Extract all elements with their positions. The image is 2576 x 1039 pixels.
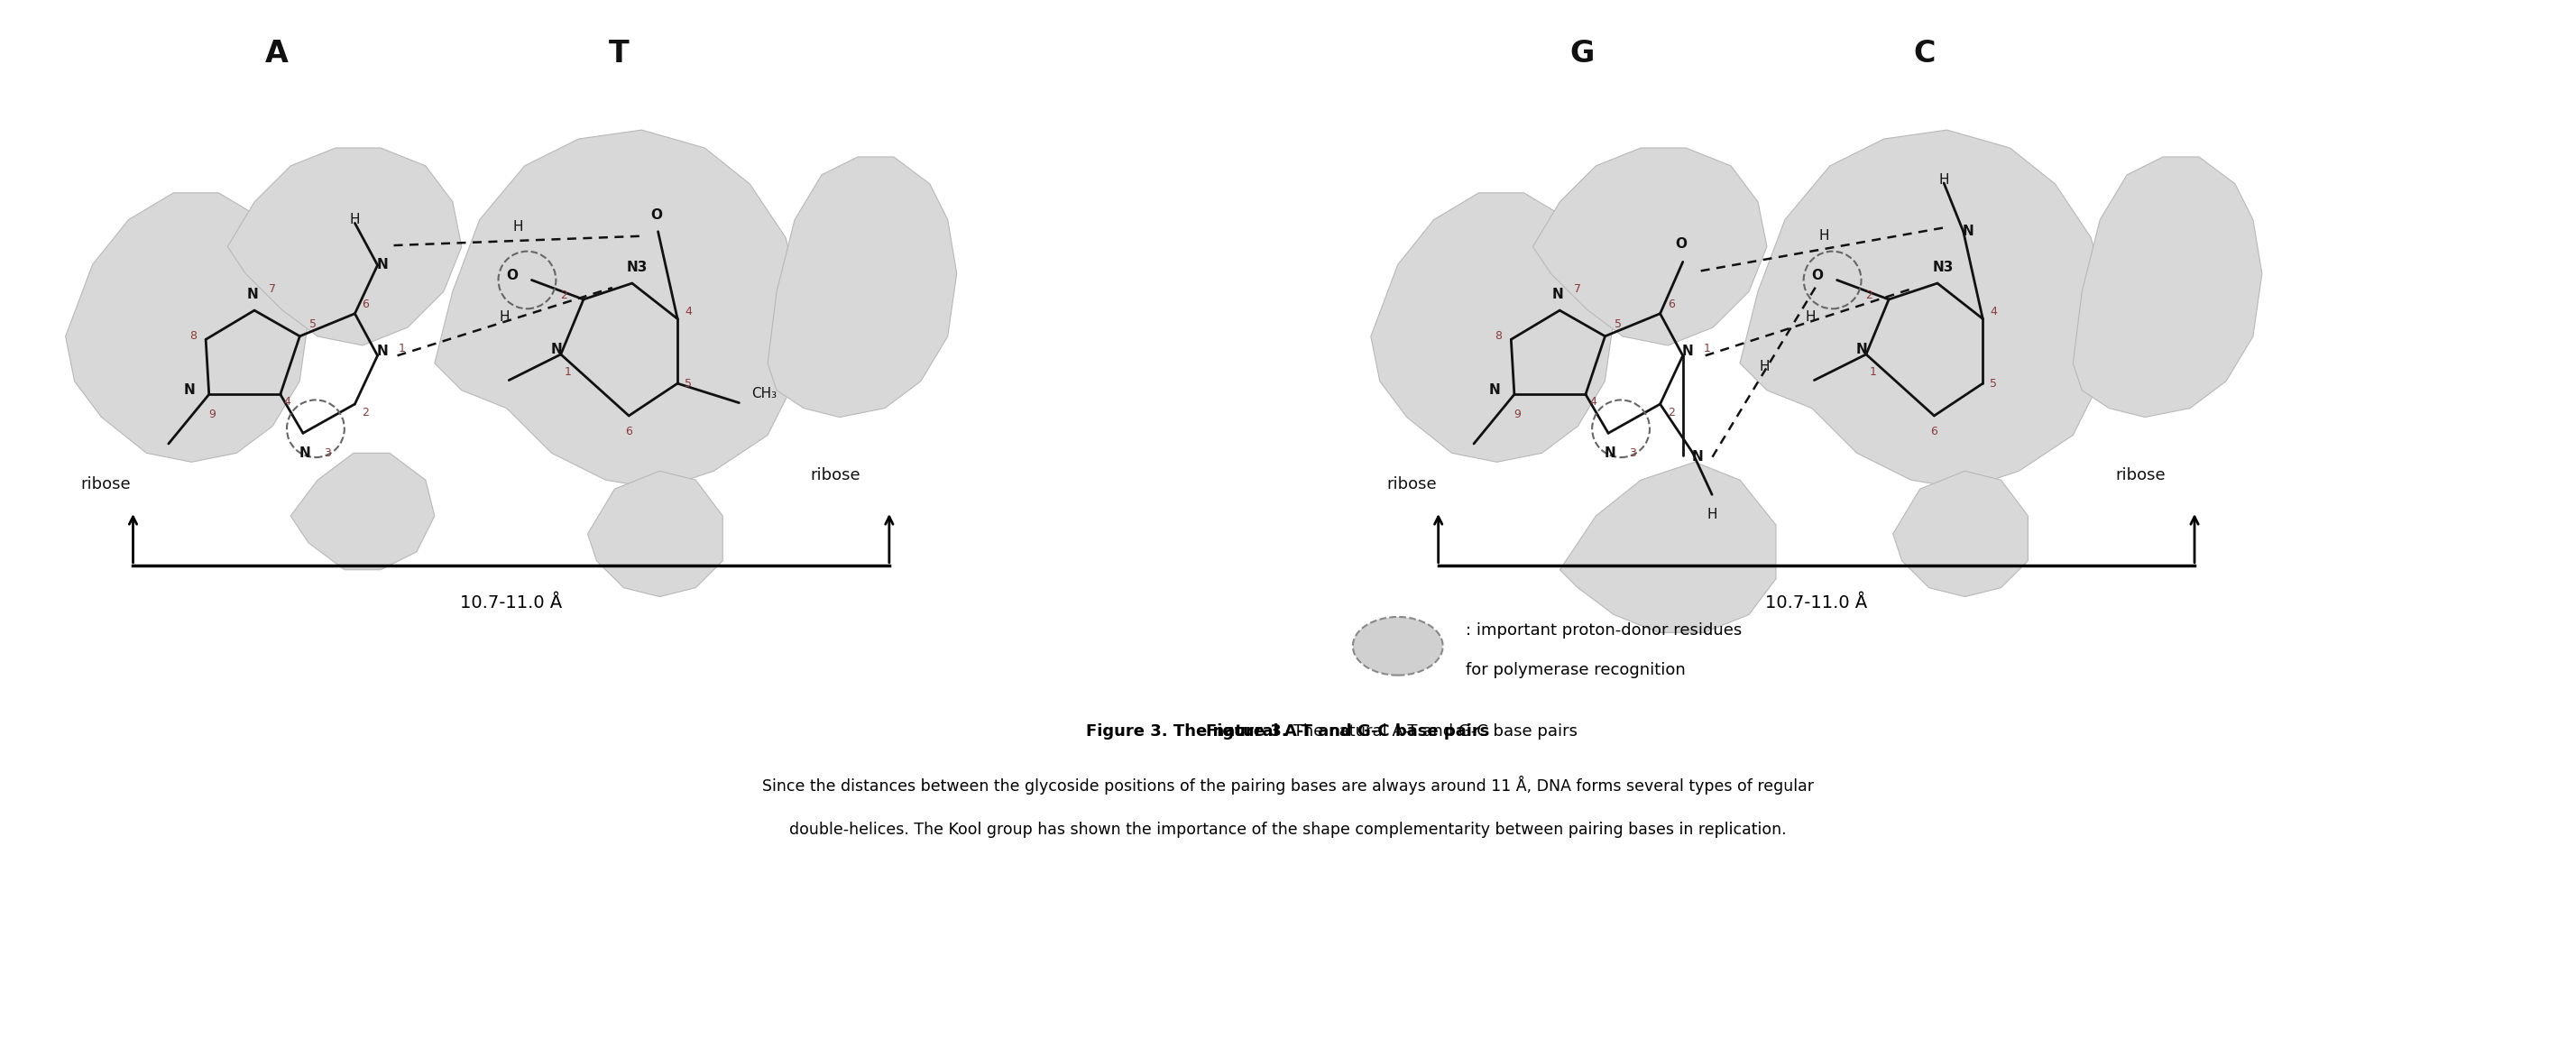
Text: N3: N3 <box>1932 261 1953 274</box>
Text: N: N <box>247 288 258 301</box>
Text: G: G <box>1569 38 1595 69</box>
Text: 5: 5 <box>309 319 317 330</box>
Text: N: N <box>183 383 196 397</box>
Text: N: N <box>1682 344 1692 357</box>
Polygon shape <box>1893 471 2027 596</box>
Text: Figure 3. The natural A-T and G-C base pairs: Figure 3. The natural A-T and G-C base p… <box>1087 723 1489 740</box>
Text: H: H <box>513 220 523 234</box>
Text: 2: 2 <box>363 407 368 419</box>
Text: N: N <box>1553 288 1564 301</box>
Polygon shape <box>1561 462 1775 633</box>
Polygon shape <box>435 130 804 489</box>
Text: 1: 1 <box>564 367 572 378</box>
Text: for polymerase recognition: for polymerase recognition <box>1466 662 1685 678</box>
Text: H: H <box>1708 507 1718 521</box>
Text: double-helices. The Kool group has shown the importance of the shape complementa: double-helices. The Kool group has shown… <box>788 822 1788 838</box>
Text: 8: 8 <box>1494 330 1502 342</box>
Text: N: N <box>376 344 389 357</box>
Polygon shape <box>1739 130 2110 489</box>
Text: 8: 8 <box>191 330 196 342</box>
Text: 5: 5 <box>685 377 693 390</box>
Text: H: H <box>1806 311 1816 324</box>
Text: H: H <box>350 213 361 227</box>
Text: H: H <box>1940 172 1950 186</box>
Text: 2: 2 <box>559 289 567 301</box>
Text: 7: 7 <box>268 283 276 295</box>
Text: N: N <box>299 446 312 459</box>
Text: 2: 2 <box>1865 289 1873 301</box>
Text: Figure 3.: Figure 3. <box>1206 723 1288 740</box>
Text: H: H <box>1819 229 1829 242</box>
Text: 1: 1 <box>1870 367 1878 378</box>
Text: 4: 4 <box>1589 396 1597 407</box>
Text: N: N <box>1855 343 1868 356</box>
Text: 3: 3 <box>325 447 330 459</box>
Text: N3: N3 <box>626 261 649 274</box>
Polygon shape <box>2074 157 2262 418</box>
Polygon shape <box>768 157 956 418</box>
Text: 6: 6 <box>363 299 368 311</box>
Text: : important proton-donor residues: : important proton-donor residues <box>1466 622 1741 639</box>
Polygon shape <box>64 193 309 462</box>
Text: N: N <box>1963 224 1973 238</box>
Text: 10.7-11.0 Å: 10.7-11.0 Å <box>461 594 562 612</box>
Text: CH₃: CH₃ <box>752 388 778 401</box>
Text: ribose: ribose <box>1386 476 1437 492</box>
Ellipse shape <box>1352 617 1443 675</box>
Text: ribose: ribose <box>2115 468 2166 483</box>
Text: O: O <box>1674 237 1687 250</box>
Polygon shape <box>291 453 435 569</box>
Text: ribose: ribose <box>809 468 860 483</box>
Text: Since the distances between the glycoside positions of the pairing bases are alw: Since the distances between the glycosid… <box>762 776 1814 795</box>
Text: H: H <box>1759 359 1770 373</box>
Text: The natural A-T and G-C base pairs: The natural A-T and G-C base pairs <box>1288 723 1577 740</box>
Polygon shape <box>227 148 461 345</box>
Text: 6: 6 <box>1929 426 1937 437</box>
Text: 6: 6 <box>626 426 634 437</box>
Text: 2: 2 <box>1667 407 1674 419</box>
Polygon shape <box>1370 193 1615 462</box>
Text: 1: 1 <box>1703 343 1710 354</box>
Text: N: N <box>1692 450 1703 463</box>
Text: 9: 9 <box>209 408 216 420</box>
Text: 10.7-11.0 Å: 10.7-11.0 Å <box>1765 594 1868 612</box>
Text: O: O <box>649 209 662 222</box>
Text: O: O <box>505 269 518 283</box>
Text: N: N <box>551 343 562 356</box>
Polygon shape <box>587 471 724 596</box>
Text: 3: 3 <box>1628 447 1636 459</box>
Polygon shape <box>1533 148 1767 345</box>
Text: N: N <box>1605 446 1615 459</box>
Text: H: H <box>500 311 510 324</box>
Text: 1: 1 <box>399 343 404 354</box>
Text: 9: 9 <box>1515 408 1520 420</box>
Text: O: O <box>1811 269 1824 283</box>
Text: 5: 5 <box>1991 377 1996 390</box>
Text: ribose: ribose <box>80 476 131 492</box>
Text: C: C <box>1914 38 1935 69</box>
Text: 5: 5 <box>1615 319 1623 330</box>
Text: 6: 6 <box>1667 299 1674 311</box>
Text: 7: 7 <box>1574 283 1582 295</box>
Text: N: N <box>1489 383 1499 397</box>
Text: 4: 4 <box>685 305 693 318</box>
Text: A: A <box>265 38 289 69</box>
Text: N: N <box>376 259 389 272</box>
Text: 4: 4 <box>1991 305 1996 318</box>
Text: 4: 4 <box>283 396 291 407</box>
Text: T: T <box>608 38 629 69</box>
